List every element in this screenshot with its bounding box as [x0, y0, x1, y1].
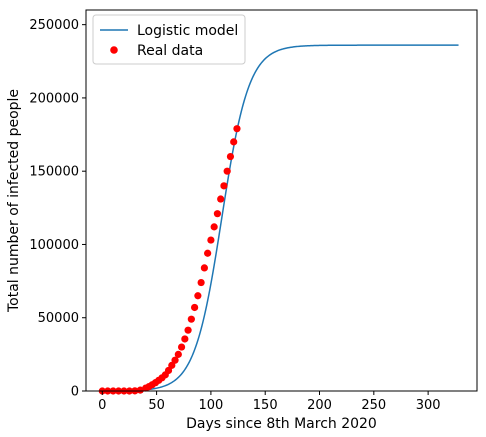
- y-axis: 0 50000 100000 150000 200000 250000: [29, 18, 86, 400]
- data-point-real: [233, 125, 241, 133]
- data-point-real: [136, 386, 144, 394]
- y-tick-label: 200000: [29, 91, 79, 106]
- x-tick-label: 150: [253, 398, 278, 413]
- data-point-real: [226, 152, 235, 161]
- x-tick-label: 300: [416, 398, 441, 413]
- data-point-real: [164, 366, 173, 375]
- data-point-real: [187, 315, 195, 323]
- data-point-real: [223, 167, 231, 175]
- data-point-real: [184, 326, 192, 334]
- legend-frame: [92, 14, 246, 65]
- data-point-real: [210, 223, 218, 231]
- data-point-real: [207, 236, 215, 244]
- data-point-real: [177, 343, 186, 351]
- data-point-real: [168, 361, 176, 369]
- data-point-real: [200, 264, 208, 272]
- x-axis: 0 50 100 150 200 250 300: [98, 391, 441, 413]
- series-line-logistic-model: [102, 44, 459, 392]
- legend-point-marker: [110, 46, 118, 54]
- legend-label-logistic-model: Logistic model: [137, 23, 238, 39]
- x-axis-label: Days since 8th March 2020: [186, 416, 377, 432]
- y-tick-label: 0: [71, 385, 79, 400]
- y-axis-label: Total number of infected people: [6, 89, 22, 313]
- plot-area: [98, 44, 459, 395]
- data-point-real: [171, 356, 179, 364]
- y-tick-label: 50000: [38, 311, 79, 326]
- data-point-real: [194, 292, 202, 300]
- data-point-real: [230, 138, 238, 146]
- x-tick-label: 50: [148, 398, 165, 413]
- x-tick-label: 100: [198, 398, 223, 413]
- x-tick-label: 250: [361, 398, 386, 413]
- legend: Logistic model Real data: [92, 14, 246, 65]
- data-point-real: [204, 249, 212, 257]
- data-point-real: [217, 195, 225, 203]
- y-tick-label: 100000: [29, 238, 79, 253]
- plot-frame: [85, 9, 478, 392]
- y-tick-label: 150000: [29, 165, 79, 180]
- x-tick-label: 0: [98, 398, 106, 413]
- legend-label-real-data: Real data: [137, 43, 203, 59]
- data-point-real: [191, 303, 199, 312]
- data-point-real: [220, 182, 228, 190]
- x-tick-label: 200: [307, 398, 332, 413]
- data-point-real: [213, 210, 222, 218]
- data-point-real: [174, 350, 182, 358]
- y-tick-label: 250000: [29, 18, 79, 33]
- data-point-real: [181, 335, 189, 343]
- data-point-real: [197, 278, 205, 287]
